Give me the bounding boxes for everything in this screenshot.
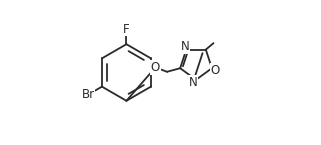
Text: O: O (210, 64, 220, 77)
Text: N: N (189, 76, 197, 89)
Text: Br: Br (82, 88, 95, 101)
Text: N: N (181, 40, 189, 54)
Text: O: O (151, 61, 160, 74)
Text: F: F (123, 23, 130, 36)
